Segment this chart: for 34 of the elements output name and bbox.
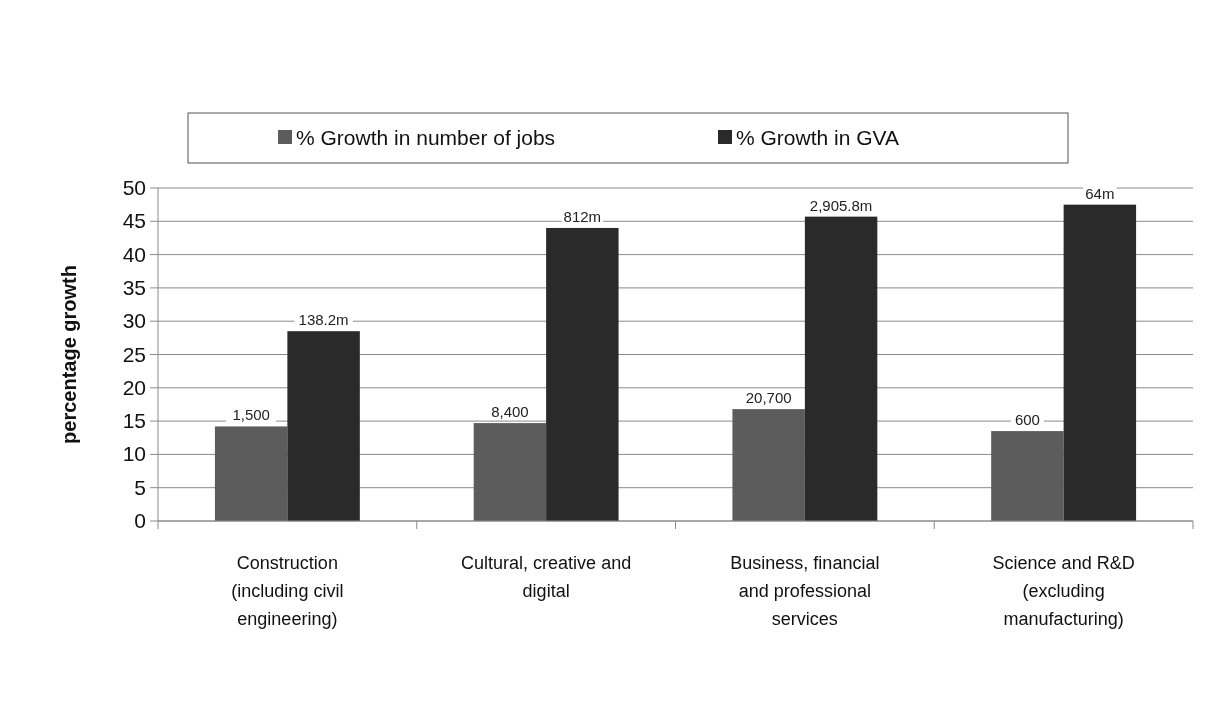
annotation: 20,700 [745,389,792,407]
annotation: 1,500 [232,406,270,424]
annotation: 138.2m [298,311,349,329]
x-tick-label: Cultural, creative and digital [461,553,632,601]
bar [732,409,805,521]
bar [546,227,619,521]
bar [473,423,547,521]
annotation: 600 [1014,411,1040,429]
bar [287,331,360,521]
annotation: 64m [1085,184,1115,202]
y-tick-label: 40 [122,242,146,266]
y-tick-label: 15 [122,409,146,433]
bar [1063,204,1137,521]
legend-label: % Growth in number of jobs [296,126,556,149]
annotation: 2,905.8m [809,196,873,214]
y-tick-label: 10 [122,442,146,466]
y-tick-label: 20 [122,375,146,399]
y-tick-label: 5 [134,475,146,499]
y-tick-label: 35 [122,275,146,299]
x-tick-label: Business, financial and professional services [730,553,880,629]
x-tick-label: Science and R&D (excluding manufacturing) [992,553,1135,629]
annotation: 8,400 [491,403,529,421]
bar [804,216,878,521]
legend-label: % Growth in GVA [736,126,899,149]
y-tick-label: 0 [134,509,146,532]
annotation: 812m [563,207,602,225]
y-tick-label: 30 [122,309,146,333]
y-tick-label: 45 [122,209,146,233]
y-axis-title: percentage growth [58,265,80,444]
bar [991,431,1064,521]
bar [214,426,288,521]
y-tick-label: 50 [122,176,146,199]
y-tick-label: 25 [122,342,146,366]
x-tick-label: Construction (including civil engineering) [231,553,344,629]
